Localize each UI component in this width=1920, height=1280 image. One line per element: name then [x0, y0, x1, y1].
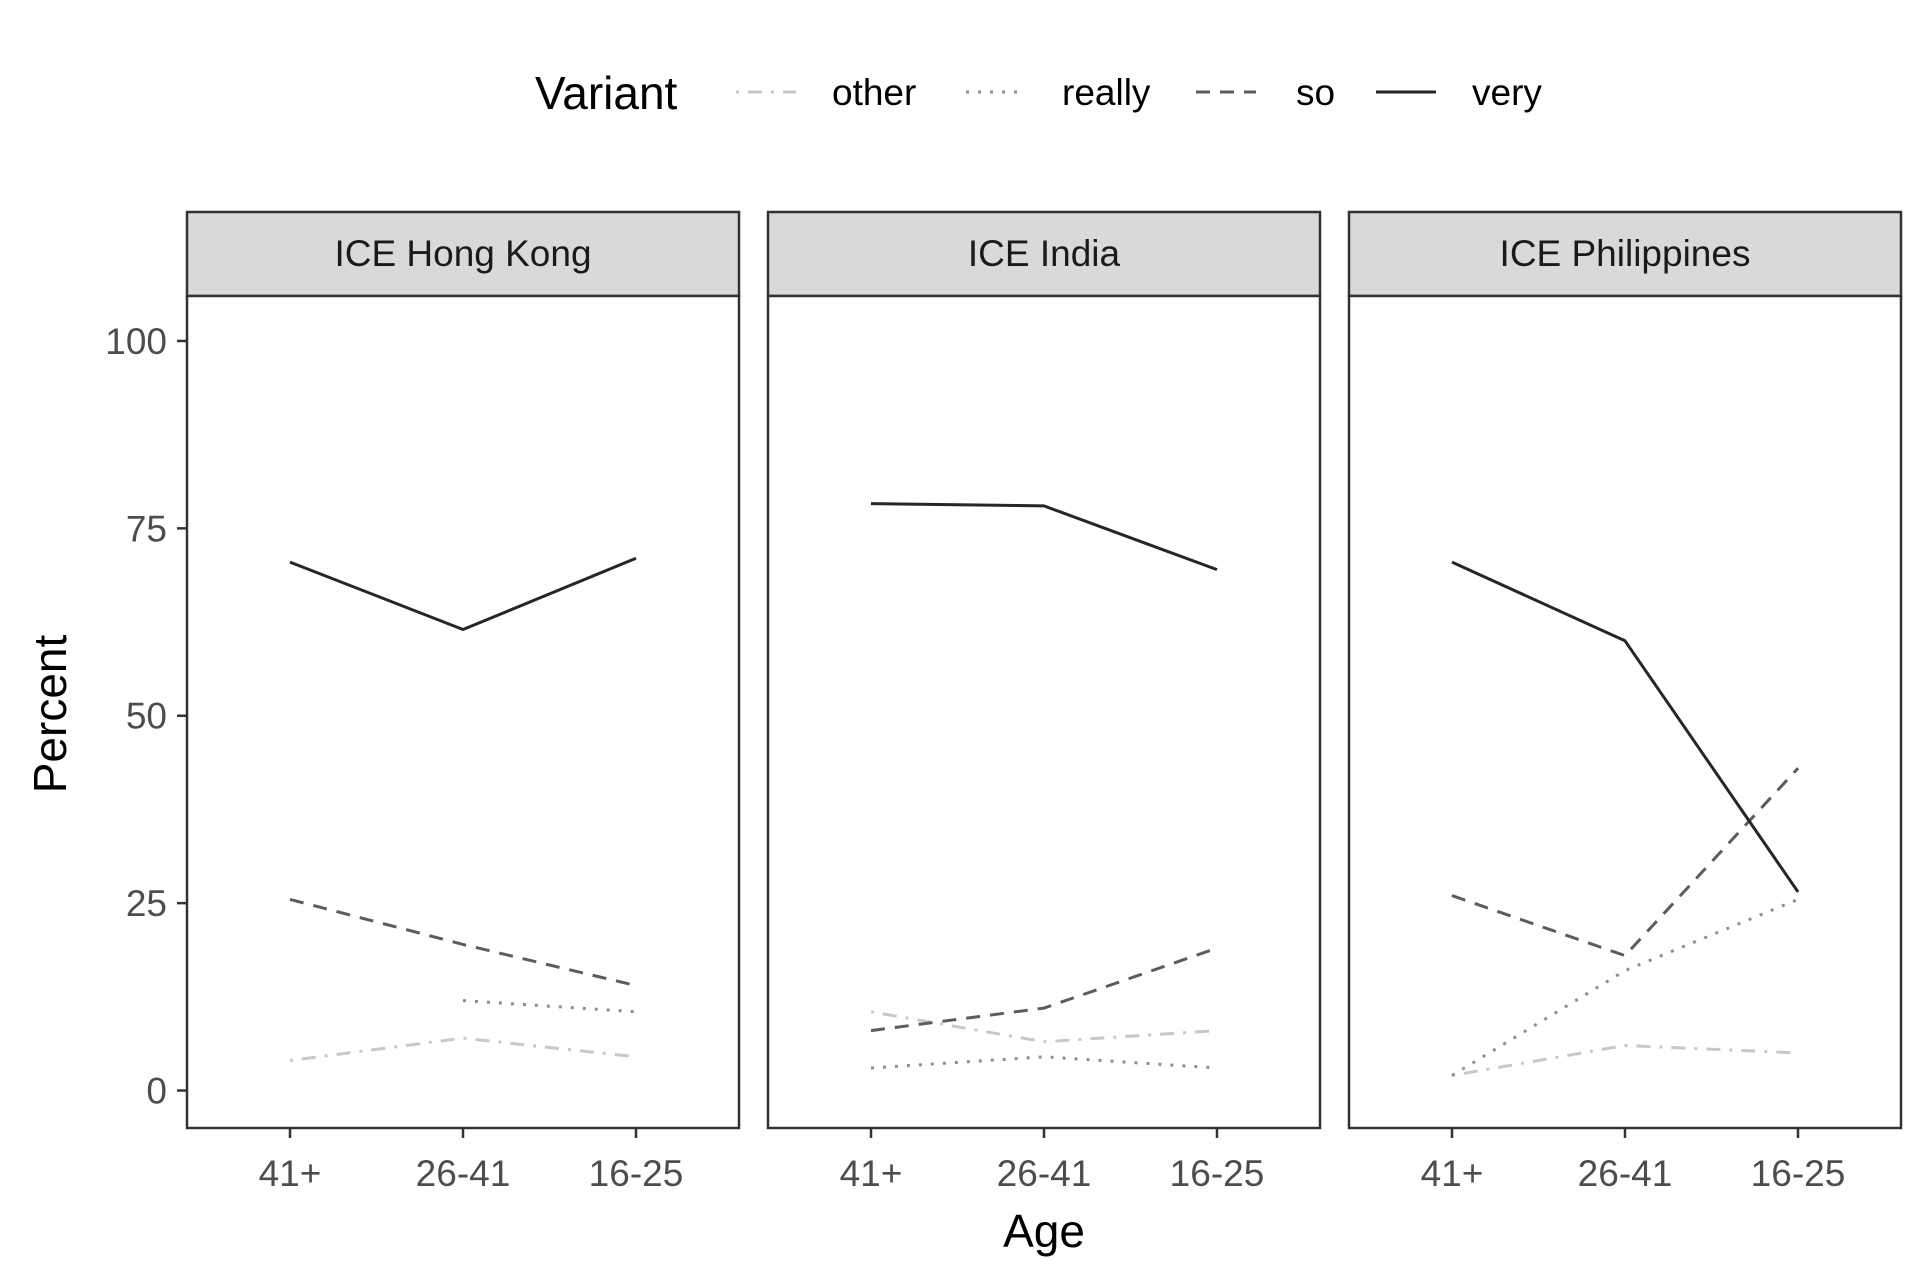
legend-item-so: so [1196, 72, 1335, 113]
legend: Variant other really so very [535, 67, 1542, 119]
strip-ice-india [766, 210, 1322, 298]
panel-ice-hong-kong: ICE Hong Kong 41+ 26-41 16-25 [185, 210, 741, 1194]
y-tick-label-75: 75 [126, 508, 167, 549]
y-tick-label-25: 25 [126, 883, 167, 924]
x-tick-label-ice-philippines-16-25: 16-25 [1751, 1153, 1846, 1194]
legend-label-other: other [832, 72, 916, 113]
legend-label-so: so [1296, 72, 1335, 113]
strip-ice-hong-kong [185, 210, 741, 298]
strip-label-ice-philippines: ICE Philippines [1500, 233, 1751, 274]
series-line-ice-hong-kong-very [289, 556, 637, 631]
x-axis-title: Age [1003, 1205, 1085, 1257]
x-tick-label-ice-philippines-41: 41+ [1421, 1153, 1484, 1194]
series-line-ice-philippines-other [1451, 1044, 1799, 1077]
legend-title: Variant [535, 67, 678, 119]
legend-label-very: very [1472, 72, 1542, 113]
series-line-ice-india-very [870, 502, 1218, 572]
x-tick-label-ice-hong-kong-41: 41+ [259, 1153, 322, 1194]
x-tick-label-ice-india-26-41: 26-41 [997, 1153, 1092, 1194]
strip-ice-philippines [1347, 210, 1903, 298]
series-line-ice-hong-kong-other [289, 1036, 637, 1062]
x-tick-label-ice-india-41: 41+ [840, 1153, 903, 1194]
series-line-ice-philippines-so [1451, 767, 1800, 958]
plot-area-ice-philippines [1347, 294, 1903, 1130]
legend-item-really: really [966, 72, 1151, 113]
legend-label-really: really [1062, 72, 1151, 113]
y-axis: 0 25 50 75 100 [105, 321, 187, 1112]
x-tick-label-ice-hong-kong-26-41: 26-41 [416, 1153, 511, 1194]
series-line-ice-india-so [870, 946, 1218, 1033]
y-tick-label-50: 50 [126, 696, 167, 737]
plot-area-ice-hong-kong [185, 294, 741, 1130]
series-line-ice-hong-kong-really [462, 999, 637, 1014]
plot-area-ice-india [766, 294, 1322, 1130]
panel-ice-philippines: ICE Philippines 41+ 26-41 16-25 [1347, 210, 1903, 1194]
x-tick-label-ice-philippines-26-41: 26-41 [1578, 1153, 1673, 1194]
strip-label-ice-hong-kong: ICE Hong Kong [334, 233, 591, 274]
x-tick-label-ice-india-16-25: 16-25 [1170, 1153, 1265, 1194]
legend-item-other: other [736, 72, 916, 113]
series-line-ice-hong-kong-so [289, 897, 637, 988]
series-line-ice-india-really [870, 1055, 1218, 1070]
x-tick-label-ice-hong-kong-16-25: 16-25 [589, 1153, 684, 1194]
strip-label-ice-india: ICE India [968, 233, 1121, 274]
y-tick-label-0: 0 [146, 1071, 167, 1112]
y-axis-title: Percent [24, 635, 76, 794]
y-tick-label-100: 100 [105, 321, 167, 362]
series-line-ice-philippines-very [1451, 560, 1800, 893]
panel-ice-india: ICE India 41+ 26-41 16-25 [766, 210, 1322, 1194]
legend-item-very: very [1376, 72, 1542, 113]
